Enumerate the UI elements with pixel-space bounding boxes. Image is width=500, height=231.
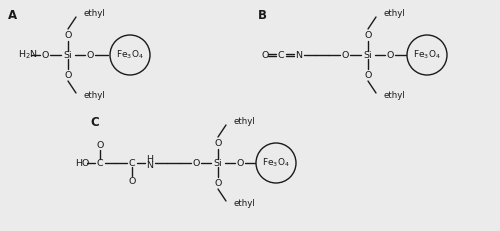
Text: O: O [262, 51, 270, 60]
Text: Si: Si [214, 158, 222, 167]
Text: O: O [96, 140, 103, 149]
Text: O: O [128, 176, 136, 185]
Circle shape [256, 143, 296, 183]
Circle shape [407, 35, 447, 75]
Text: O: O [64, 70, 71, 79]
Text: O: O [42, 51, 48, 60]
Text: C: C [96, 158, 103, 167]
Text: ethyl: ethyl [383, 9, 405, 18]
Text: A: A [8, 9, 17, 22]
Text: C: C [128, 158, 136, 167]
Text: C: C [278, 51, 284, 60]
Text: ethyl: ethyl [233, 118, 255, 127]
Text: ethyl: ethyl [233, 200, 255, 209]
Text: O: O [342, 51, 348, 60]
Text: O: O [214, 179, 222, 188]
Text: N: N [296, 51, 302, 60]
Text: HO: HO [75, 158, 90, 167]
Text: ethyl: ethyl [83, 91, 105, 100]
Circle shape [110, 35, 150, 75]
Text: Si: Si [64, 51, 72, 60]
Text: O: O [192, 158, 200, 167]
Text: Fe$_3$O$_4$: Fe$_3$O$_4$ [413, 49, 441, 61]
Text: Fe$_3$O$_4$: Fe$_3$O$_4$ [116, 49, 144, 61]
Text: O: O [236, 158, 244, 167]
Text: H: H [146, 155, 154, 164]
Text: O: O [364, 70, 372, 79]
Text: Fe$_3$O$_4$: Fe$_3$O$_4$ [262, 157, 290, 169]
Text: B: B [258, 9, 267, 22]
Text: N: N [146, 161, 154, 170]
Text: O: O [64, 30, 71, 40]
Text: O: O [386, 51, 394, 60]
Text: O: O [364, 30, 372, 40]
Text: O: O [214, 139, 222, 148]
Text: ethyl: ethyl [83, 9, 105, 18]
Text: ethyl: ethyl [383, 91, 405, 100]
Text: Si: Si [364, 51, 372, 60]
Text: O: O [86, 51, 94, 60]
Text: H$_2$N: H$_2$N [18, 49, 38, 61]
Text: C: C [90, 116, 99, 129]
